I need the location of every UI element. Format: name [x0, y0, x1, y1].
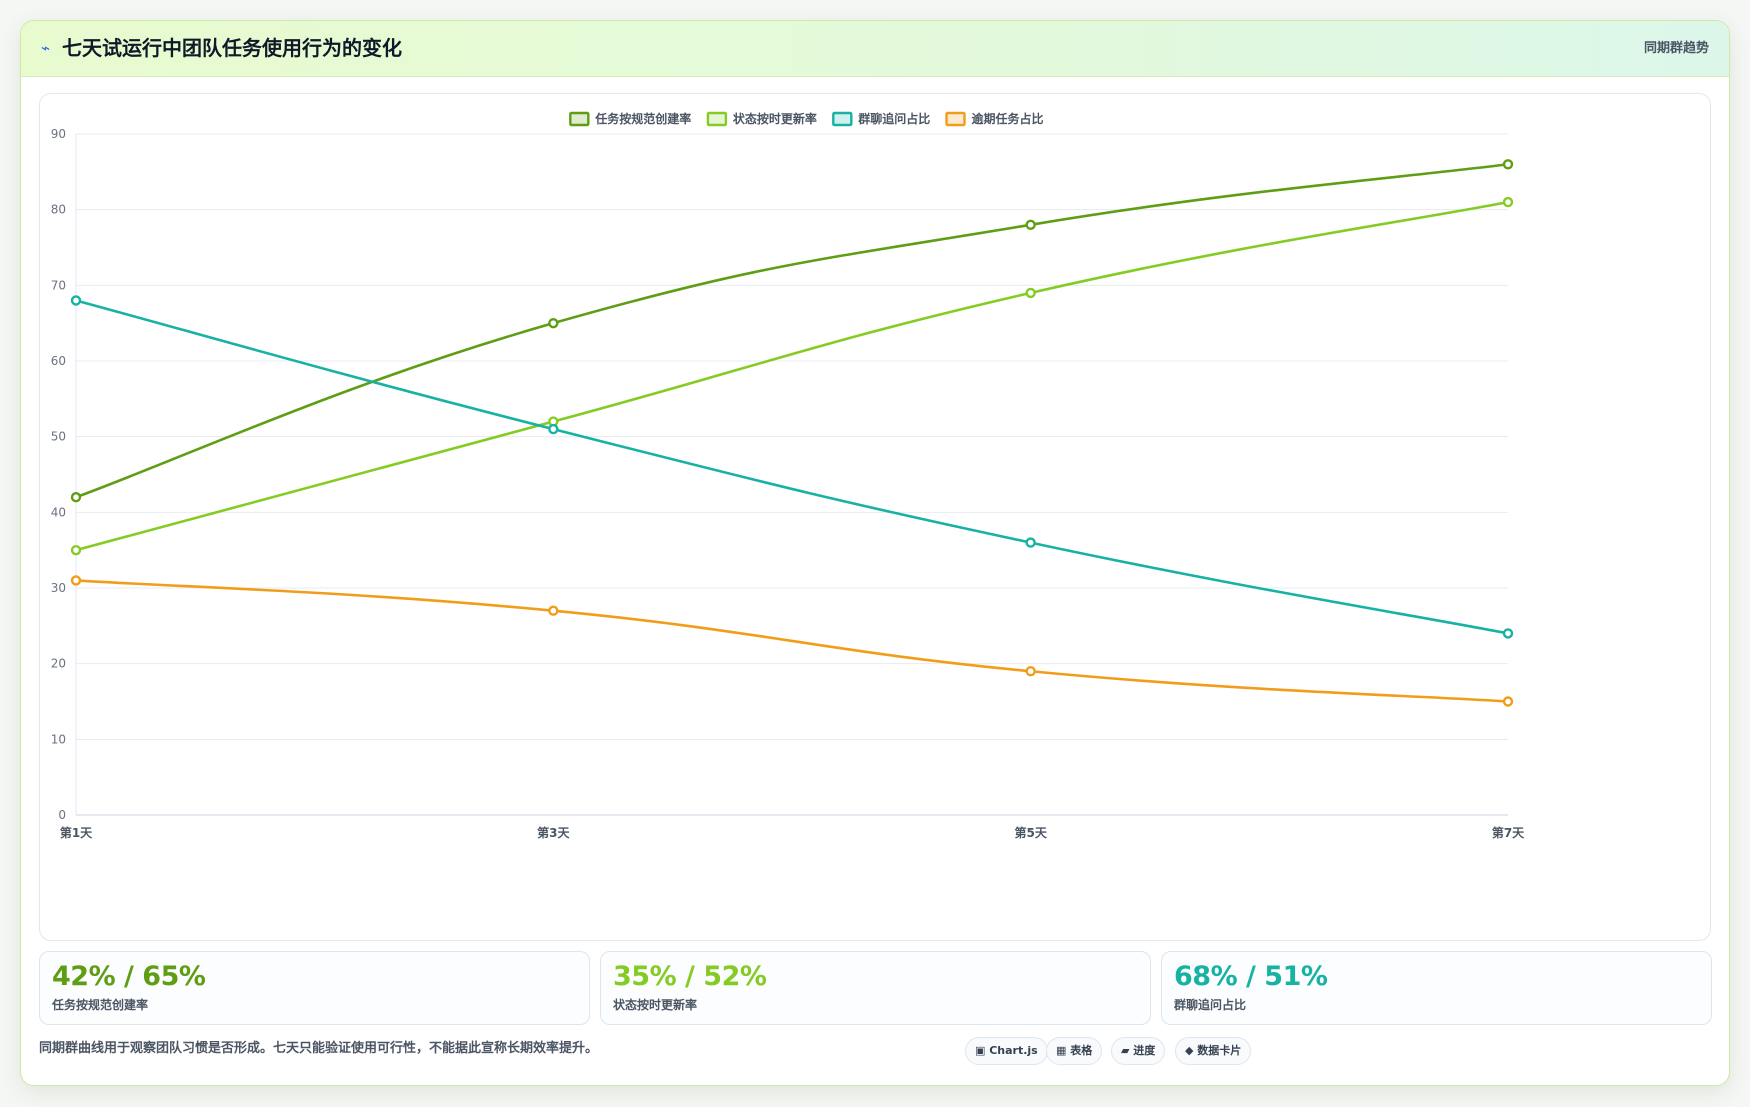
x-tick-label: 第1天: [60, 825, 93, 840]
tag-chartjs[interactable]: ▣ Chart.js: [965, 1037, 1048, 1065]
y-tick-label: 30: [51, 581, 66, 595]
legend-swatch: [945, 111, 966, 127]
data-point: [70, 575, 82, 586]
data-point: [548, 317, 559, 329]
y-tick-label: 80: [51, 203, 66, 217]
data-point: [1025, 219, 1036, 231]
data-point: [548, 423, 559, 435]
data-point: [70, 544, 82, 556]
data-point: [1502, 696, 1514, 707]
series-line-1: [75, 162, 1509, 499]
legend-swatch: [569, 111, 590, 127]
kpi-value: 35% / 52%: [613, 961, 767, 992]
kpi-label: 任务按规范创建率: [52, 998, 149, 1012]
series-line-2: [75, 200, 1509, 552]
series-line-3: [75, 299, 1509, 635]
footnote: 同期群曲线用于观察团队习惯是否形成。七天只能验证使用可行性，不能据此宣称长期效率…: [39, 1041, 599, 1056]
chart-panel: 0 10 20 30 40 50 60 70 80 90 第1天 第3天 第5天 第7天 任务按规范创建率 状…: [39, 93, 1711, 941]
x-tick-label: 第3天: [537, 825, 570, 840]
kpi-card-chat-followup: 68% / 51% 群聊追问占比: [1161, 951, 1712, 1025]
y-tick-label: 10: [51, 732, 66, 746]
y-tick-label: 50: [51, 430, 66, 444]
kpi-label: 状态按时更新率: [613, 998, 698, 1012]
legend-label: 任务按规范创建率: [594, 111, 691, 126]
kpi-card-status-update: 35% / 52% 状态按时更新率: [600, 951, 1151, 1025]
y-tick-label: 90: [51, 127, 66, 141]
legend-label: 逾期任务占比: [972, 111, 1044, 126]
chart-card: ⌁ 七天试运行中团队任务使用行为的变化 同期群趋势 0 10 20 30 40 50 60 7…: [20, 20, 1730, 1086]
lightning-icon: ⌁: [41, 39, 51, 57]
data-point: [1025, 537, 1036, 548]
data-point: [548, 605, 559, 616]
y-tick-label: 60: [51, 354, 66, 368]
legend-swatch: [832, 111, 853, 127]
data-point: [1025, 666, 1036, 677]
y-tick-label: 0: [58, 808, 66, 822]
data-point: [1502, 159, 1514, 170]
data-point: [70, 295, 82, 306]
tag-table[interactable]: ▦ 表格: [1046, 1037, 1103, 1065]
legend-swatch: [706, 111, 728, 127]
y-tick-label: 20: [51, 657, 66, 671]
kpi-value: 42% / 65%: [52, 961, 206, 992]
legend-label: 状态按时更新率: [733, 111, 817, 126]
line-chart: 0 10 20 30 40 50 60 70 80 90 第1天 第3天 第5天 第7天 任务按规范创建率 状…: [51, 111, 1525, 840]
trend-badge: 同期群趋势: [1643, 41, 1709, 56]
y-tick-label: 70: [51, 278, 66, 292]
data-point: [1502, 628, 1514, 639]
card-header: ⌁ 七天试运行中团队任务使用行为的变化 同期群趋势: [21, 21, 1729, 77]
kpi-label: 群聊追问占比: [1174, 998, 1247, 1012]
kpi-value: 68% / 51%: [1174, 961, 1328, 992]
x-tick-label: 第7天: [1492, 825, 1525, 840]
series-line-4: [75, 579, 1509, 703]
data-point: [1502, 196, 1514, 208]
card-title: 七天试运行中团队任务使用行为的变化: [62, 36, 402, 60]
tag-progress[interactable]: ▰ 进度: [1111, 1037, 1166, 1065]
data-point: [1025, 287, 1036, 299]
legend-label: 群聊追问占比: [857, 111, 930, 126]
tag-data-card[interactable]: ◆ 数据卡片: [1175, 1037, 1252, 1065]
data-point: [70, 492, 82, 503]
kpi-card-task-creation: 42% / 65% 任务按规范创建率: [39, 951, 590, 1025]
y-tick-label: 40: [51, 505, 66, 519]
x-tick-label: 第5天: [1014, 825, 1047, 840]
